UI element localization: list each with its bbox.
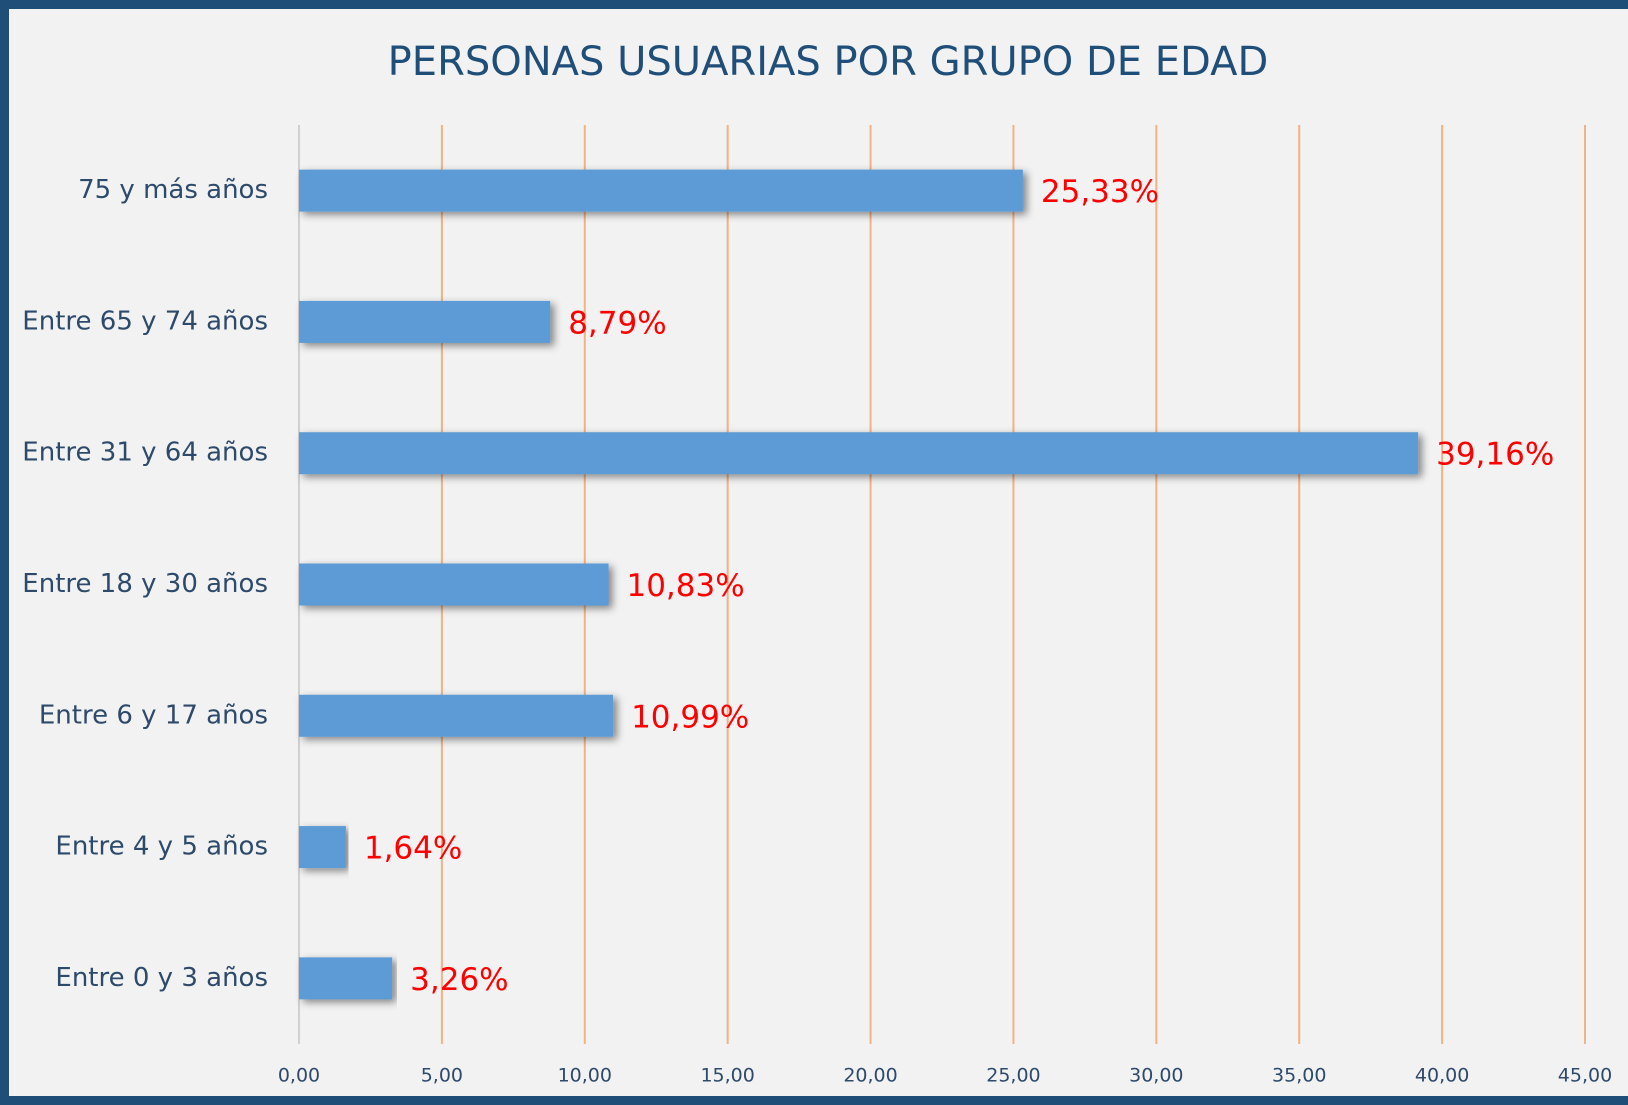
bar: [299, 300, 551, 343]
bar: [299, 432, 1419, 475]
x-tick-label: 25,00: [986, 1065, 1040, 1087]
y-tick-label: Entre 0 y 3 años: [55, 963, 268, 993]
data-label: 39,16%: [1436, 437, 1554, 473]
y-tick-label: Entre 31 y 64 años: [22, 438, 268, 468]
data-label: 1,64%: [364, 831, 462, 867]
y-tick-label: Entre 4 y 5 años: [55, 832, 268, 862]
data-label: 8,79%: [568, 305, 666, 341]
y-tick-label: Entre 18 y 30 años: [22, 569, 268, 599]
x-tick-label: 0,00: [278, 1065, 320, 1087]
y-tick-label: 75 y más años: [78, 175, 268, 205]
data-label: 25,33%: [1041, 174, 1159, 210]
bar: [299, 957, 393, 1000]
x-tick-label: 30,00: [1129, 1065, 1183, 1087]
y-tick-label: Entre 65 y 74 años: [22, 306, 268, 336]
x-tick-label: 45,00: [1558, 1065, 1612, 1087]
x-tick-label: 40,00: [1415, 1065, 1469, 1087]
bar: [299, 169, 1023, 212]
bar: [299, 826, 346, 869]
y-tick-label: Entre 6 y 17 años: [39, 700, 268, 730]
data-label: 10,99%: [631, 699, 749, 735]
bar: [299, 694, 614, 737]
x-tick-label: 15,00: [700, 1065, 754, 1087]
x-tick-label: 10,00: [558, 1065, 612, 1087]
data-label: 10,83%: [626, 568, 744, 604]
data-label: 3,26%: [410, 962, 508, 998]
x-tick-label: 20,00: [843, 1065, 897, 1087]
chart-title: PERSONAS USUARIAS POR GRUPO DE EDAD: [388, 39, 1269, 85]
bar: [299, 563, 609, 606]
x-tick-label: 35,00: [1272, 1065, 1326, 1087]
x-tick-label: 5,00: [421, 1065, 463, 1087]
